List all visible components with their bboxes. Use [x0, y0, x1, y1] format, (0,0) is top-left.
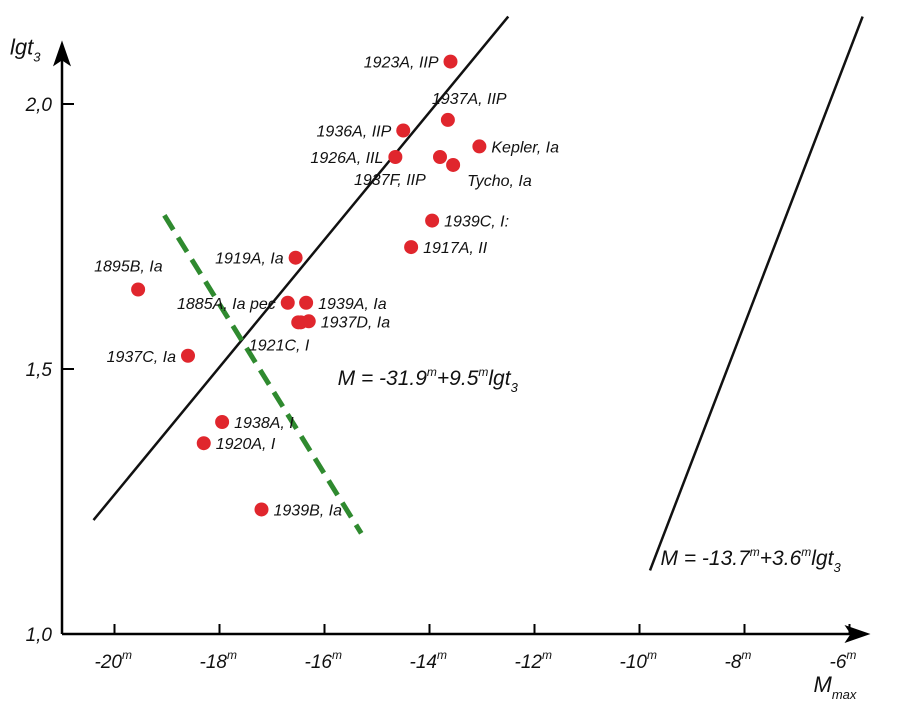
data-point — [404, 240, 419, 255]
data-point — [293, 315, 308, 330]
data-point-labels: 1923A, IIP 1937A, IIP 1936A, IIP Kepler, Ia… — [94, 55, 559, 520]
equation-labels: M = -31.9m+9.5mlgt3 M = -13.7m+3.6mlgt3 — [338, 365, 842, 575]
data-point — [280, 295, 295, 310]
x-axis-arrow — [844, 625, 871, 643]
data-point — [396, 123, 411, 138]
data-point-label: 1919A, Ia — [215, 251, 284, 268]
data-point-label: 1923A, IIP — [364, 55, 439, 72]
data-point-label: 1937D, Ia — [321, 314, 390, 331]
x-axis-title-main: M — [814, 672, 833, 697]
data-point-label: 1926A, IIL — [310, 150, 383, 167]
y-tick-label: 1,5 — [26, 360, 53, 381]
data-point-label: 1885A, Ia pec — [177, 296, 276, 313]
data-point-label: 1938A, I — [234, 415, 294, 432]
y-axis-arrow — [53, 40, 71, 67]
axes — [53, 40, 871, 643]
data-point-label: 1936A, IIP — [317, 124, 392, 141]
data-point — [196, 436, 211, 451]
data-point-label: 1921C, I — [249, 337, 310, 354]
x-tick-label: -16m — [305, 648, 342, 673]
y-ticks: 1,0 1,5 2,0 — [25, 95, 74, 646]
y-tick-label: 2,0 — [25, 95, 53, 116]
data-point-label: 1937A, IIP — [432, 91, 507, 108]
y-axis-title-sub: 3 — [33, 49, 41, 64]
x-axis-title: Mmax — [814, 672, 857, 702]
data-point-label: 1939C, I: — [444, 214, 509, 231]
data-point — [440, 112, 455, 127]
regression-lines — [92, 15, 864, 571]
x-tick-label: -6m — [830, 648, 857, 673]
x-tick-label: -20m — [95, 648, 132, 673]
data-points — [131, 54, 487, 517]
data-point — [425, 213, 440, 228]
x-tick-label: -12m — [515, 648, 552, 673]
x-tick-label: -8m — [725, 648, 752, 673]
x-ticks: -20m -18m -16m -14m -12m -10m -8m -6m — [95, 624, 857, 673]
data-point — [433, 150, 447, 164]
x-tick-label: -14m — [410, 648, 447, 673]
fit-line-2 — [648, 16, 864, 571]
data-point-label: 1920A, I — [216, 436, 276, 453]
data-point — [181, 348, 195, 363]
equation-label-2: M = -13.7m+3.6mlgt3 — [661, 545, 842, 575]
data-point-label: 1917A, II — [423, 240, 488, 257]
x-axis-title-sub: max — [832, 687, 857, 702]
data-point — [472, 139, 487, 154]
data-point — [215, 415, 230, 429]
data-point — [388, 150, 403, 164]
data-point-label: 1937F, IIP — [354, 172, 426, 189]
y-axis-title-main: lgt — [10, 34, 34, 59]
y-tick-label: 1,0 — [26, 625, 53, 646]
equation-label-1: M = -31.9m+9.5mlgt3 — [338, 365, 519, 395]
x-tick-label: -10m — [620, 648, 657, 673]
fit-line-1 — [92, 15, 510, 521]
data-point-label: 1895B, Ia — [94, 259, 163, 276]
data-point — [131, 282, 146, 297]
data-point-label: 1939A, Ia — [318, 296, 387, 313]
data-point — [299, 295, 314, 310]
data-point-label: Tycho, Ia — [467, 173, 532, 190]
data-point-label: Kepler, Ia — [491, 139, 559, 156]
dashed-trend-line — [162, 213, 364, 535]
y-axis-title: lgt3 — [10, 34, 41, 64]
data-point — [446, 157, 461, 172]
data-point-label: 1937C, Ia — [107, 349, 176, 366]
x-tick-label: -18m — [200, 648, 237, 673]
data-point — [254, 502, 269, 517]
data-point — [288, 250, 303, 265]
data-point — [443, 54, 458, 69]
data-point-label: 1939B, Ia — [274, 502, 343, 519]
